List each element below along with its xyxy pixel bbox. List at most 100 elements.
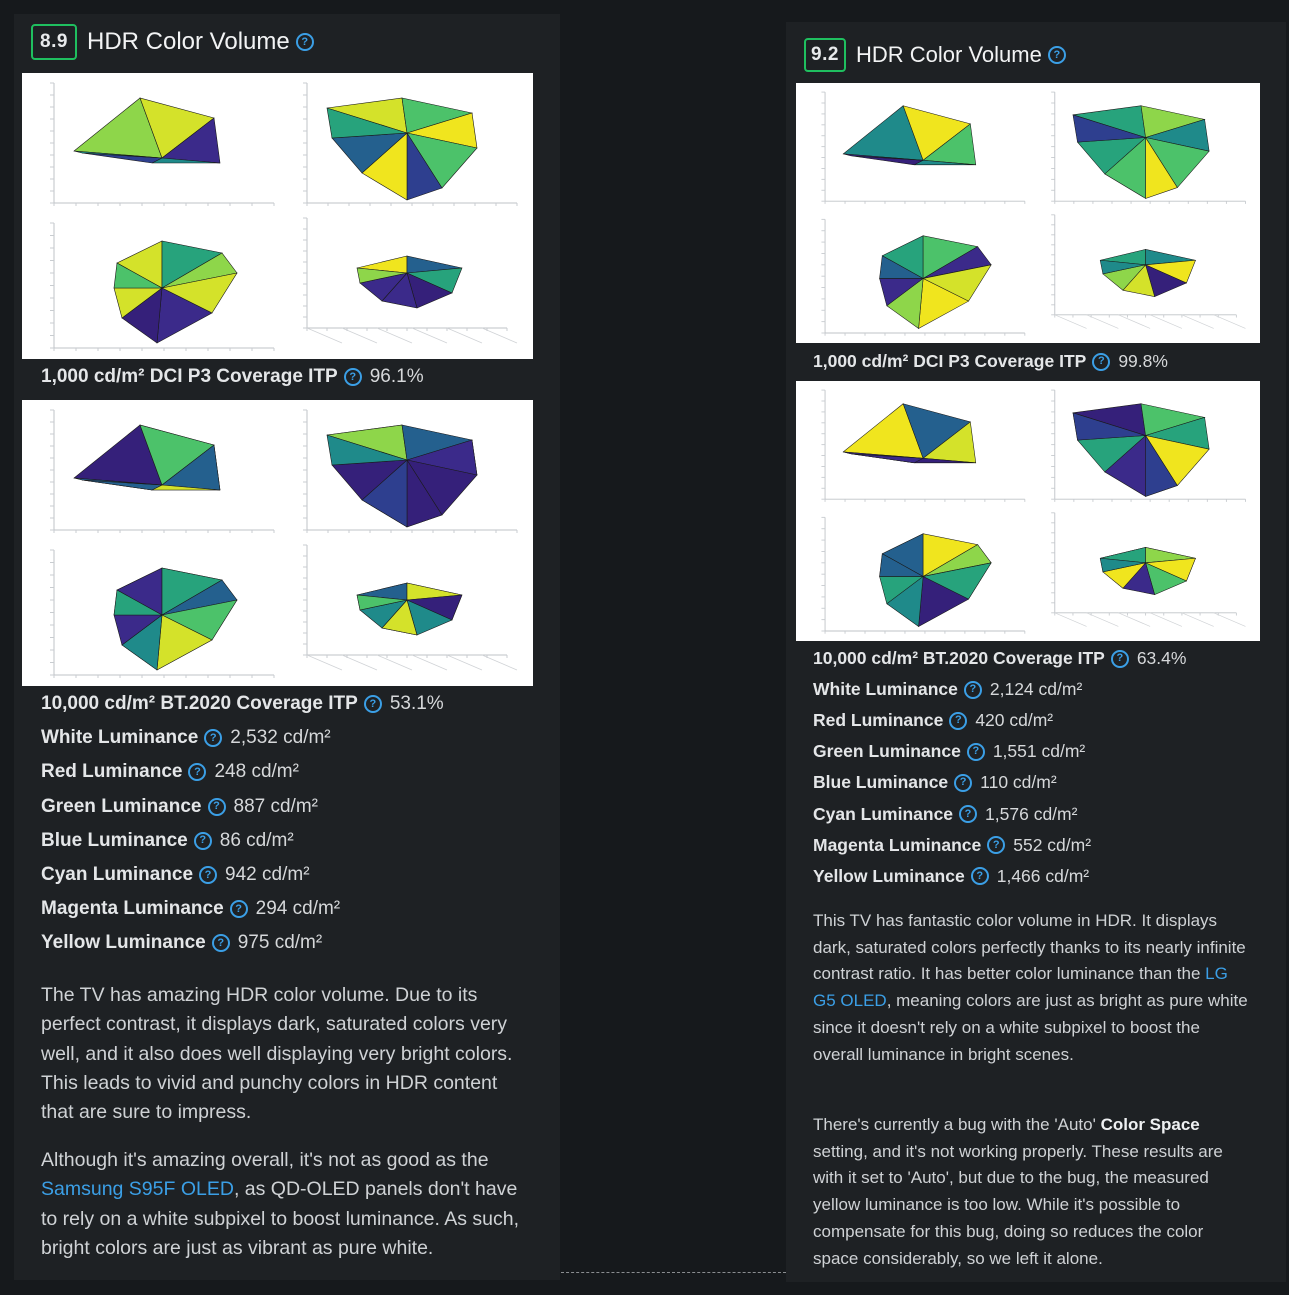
- help-icon[interactable]: ?: [954, 773, 973, 792]
- bt2020-volume-plot-image: [22, 400, 533, 686]
- axes-top-right: [303, 409, 518, 533]
- help-icon[interactable]: ?: [1047, 46, 1066, 64]
- help-icon[interactable]: ?: [1092, 352, 1111, 371]
- metric-label: Green Luminance: [813, 741, 961, 762]
- metric-label: Blue Luminance: [41, 829, 188, 851]
- axes-bottom-right: [303, 544, 508, 658]
- help-icon[interactable]: ?: [199, 866, 218, 884]
- metric-label: 10,000 cd/m² BT.2020 Coverage ITP: [813, 648, 1105, 668]
- volume-mesh-bottom-right: [1099, 249, 1196, 298]
- help-icon[interactable]: ?: [949, 711, 968, 730]
- axes-bottom-left: [821, 218, 1026, 336]
- gamut-volume-plot: [821, 91, 1246, 336]
- volume-mesh-top-right: [1072, 403, 1210, 497]
- help-icon[interactable]: ?: [363, 695, 382, 713]
- metric-value: 942 cd/m²: [225, 864, 310, 885]
- metric-value: 110 cd/m²: [980, 772, 1057, 793]
- help-icon[interactable]: ?: [987, 836, 1006, 855]
- bt2020-coverage-row: 10,000 cd/m² BT.2020 Coverage ITP? 63.4%: [813, 648, 1186, 669]
- metric-label: Red Luminance: [813, 710, 944, 731]
- metric-value: 63.4%: [1136, 648, 1187, 668]
- volume-mesh-top-right: [1072, 105, 1210, 199]
- score-badge: 9.2: [804, 38, 846, 72]
- right-review-panel: 9.2 HDR Color Volume ? 1,000 cd/m² DCI P…: [786, 22, 1286, 1282]
- help-icon[interactable]: ?: [295, 33, 314, 51]
- metric-label: 1,000 cd/m² DCI P3 Coverage ITP: [41, 366, 338, 387]
- metric-value: 248 cd/m²: [214, 761, 299, 783]
- volume-mesh-top-left: [842, 105, 977, 166]
- metric-label: Blue Luminance: [813, 772, 949, 793]
- metric-value: 1,466 cd/m²: [996, 865, 1090, 886]
- axes-bottom-left: [50, 549, 275, 678]
- axes-bottom-left: [821, 516, 1026, 634]
- volume-mesh-bottom-left: [879, 533, 992, 627]
- gamut-volume-plot: [50, 409, 518, 678]
- axes-top-left: [821, 389, 1026, 502]
- paragraph-text: This TV has fantastic color volume in HD…: [813, 911, 1246, 984]
- volume-mesh-bottom-left: [113, 567, 238, 671]
- metric-value: 1,576 cd/m²: [985, 803, 1078, 824]
- section-title: HDR Color Volume: [87, 28, 290, 55]
- volume-mesh-top-right: [326, 97, 478, 201]
- help-icon[interactable]: ?: [959, 805, 978, 823]
- metric-value: 2,124 cd/m²: [989, 679, 1083, 700]
- help-icon[interactable]: ?: [193, 831, 212, 850]
- metric-label: White Luminance: [813, 679, 958, 700]
- volume-mesh-bottom-left: [113, 240, 238, 344]
- help-icon[interactable]: ?: [963, 680, 982, 699]
- metric-label: 10,000 cd/m² BT.2020 Coverage ITP: [41, 693, 358, 714]
- metric-label: Cyan Luminance: [813, 803, 954, 824]
- help-icon[interactable]: ?: [966, 742, 985, 761]
- metric-value: 96.1%: [369, 366, 424, 387]
- metric-label: Cyan Luminance: [41, 864, 194, 885]
- paragraph-text: , meaning colors are just as bright as p…: [813, 991, 1248, 1064]
- paragraph-text: The TV has amazing HDR color volume. Due…: [41, 984, 513, 1124]
- metric-label: Magenta Luminance: [813, 834, 982, 855]
- help-icon[interactable]: ?: [188, 763, 207, 782]
- axes-top-right: [1051, 389, 1246, 502]
- metric-value: 975 cd/m²: [237, 932, 323, 954]
- help-icon[interactable]: ?: [1110, 649, 1129, 668]
- samsung-s95f-link[interactable]: Samsung S95F OLED: [41, 1178, 234, 1201]
- axes-top-right: [1051, 91, 1246, 204]
- lg-g5-link[interactable]: LG G5 OLED: [813, 964, 1228, 1011]
- description-paragraph: The TV has amazing HDR color volume. Due…: [41, 981, 531, 1127]
- metric-label: Red Luminance: [41, 761, 183, 783]
- axes-top-left: [50, 82, 275, 206]
- paragraph-text: setting, and it's not working properly. …: [813, 1141, 1223, 1268]
- help-icon[interactable]: ?: [970, 867, 989, 886]
- metric-label: Magenta Luminance: [41, 898, 224, 920]
- luminance-row: Blue Luminance? 110 cd/m²: [813, 772, 1057, 793]
- dci-p3-coverage-row: 1,000 cd/m² DCI P3 Coverage ITP ? 99.8%: [813, 351, 1168, 372]
- perspective-floor: [1054, 314, 1246, 329]
- perspective-floor: [306, 654, 518, 671]
- score-badge: 8.9: [31, 24, 77, 60]
- help-icon[interactable]: ?: [343, 368, 362, 386]
- axes-top-left: [50, 409, 275, 533]
- left-review-panel: 8.9 HDR Color Volume ? 1,000 cd/m² DCI P…: [14, 14, 560, 1280]
- volume-mesh-bottom-right: [1099, 547, 1196, 596]
- metric-label: Green Luminance: [41, 795, 202, 817]
- help-icon[interactable]: ?: [204, 729, 223, 748]
- paragraph-text: , as QD-OLED panels don't have to rely o…: [41, 1178, 520, 1259]
- perspective-floor: [1054, 612, 1246, 627]
- axes-bottom-right: [303, 217, 508, 331]
- bt2020-coverage-row: 10,000 cd/m² BT.2020 Coverage ITP? 53.1%: [41, 693, 444, 715]
- help-icon[interactable]: ?: [211, 934, 230, 953]
- luminance-row: Cyan Luminance? 942 cd/m²: [41, 864, 310, 886]
- help-icon[interactable]: ?: [207, 797, 226, 816]
- metric-value: 86 cd/m²: [219, 829, 294, 851]
- help-icon[interactable]: ?: [229, 900, 248, 919]
- section-header: 8.9 HDR Color Volume ?: [31, 24, 314, 60]
- volume-mesh-top-left: [73, 424, 221, 491]
- luminance-row: Yellow Luminance? 975 cd/m²: [41, 932, 322, 954]
- luminance-row: Blue Luminance? 86 cd/m²: [41, 830, 294, 852]
- axes-bottom-right: [1051, 214, 1237, 318]
- section-header: 9.2 HDR Color Volume ?: [804, 38, 1066, 72]
- volume-mesh-top-right: [326, 424, 478, 528]
- volume-mesh-top-left: [842, 403, 977, 464]
- paragraph-text: Although it's amazing overall, it's not …: [41, 1149, 489, 1171]
- dci-p3-coverage-row: 1,000 cd/m² DCI P3 Coverage ITP ? 96.1%: [41, 366, 424, 388]
- comparison-paragraph: Although it's amazing overall, it's not …: [41, 1146, 531, 1263]
- color-space-setting-name: Color Space: [1100, 1115, 1200, 1134]
